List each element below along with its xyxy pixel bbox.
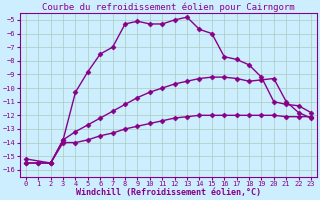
X-axis label: Windchill (Refroidissement éolien,°C): Windchill (Refroidissement éolien,°C) bbox=[76, 188, 261, 197]
Title: Courbe du refroidissement éolien pour Cairngorm: Courbe du refroidissement éolien pour Ca… bbox=[42, 3, 295, 12]
